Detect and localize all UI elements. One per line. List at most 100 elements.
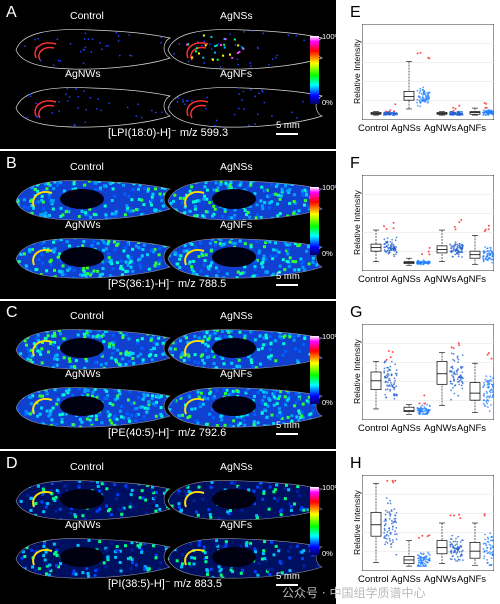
data-point: [389, 513, 392, 516]
signal-pixel: [45, 324, 48, 327]
signal-pixel: [180, 353, 184, 357]
data-point: [389, 241, 392, 243]
signal-pixel: [93, 573, 97, 577]
data-point: [459, 541, 462, 543]
signal-pixel: [296, 359, 299, 363]
signal-pixel: [136, 544, 140, 548]
signal-pixel: [280, 188, 284, 192]
data-point: [394, 514, 396, 517]
data-point: [457, 361, 459, 363]
signal-pixel: [178, 43, 181, 45]
signal-pixel: [108, 217, 112, 220]
signal-pixel: [206, 265, 210, 269]
signal-pixel: [262, 336, 266, 340]
data-point: [419, 262, 422, 265]
signal-pixel: [297, 334, 301, 337]
signal-pixel: [292, 200, 296, 203]
signal-pixel: [224, 540, 228, 544]
signal-pixel: [185, 193, 188, 197]
signal-pixel: [297, 330, 301, 334]
signal-pixel: [302, 549, 306, 553]
data-point: [394, 530, 396, 533]
data-point: [387, 502, 389, 505]
signal-pixel: [113, 387, 117, 389]
signal-pixel: [248, 210, 252, 214]
signal-pixel: [113, 388, 117, 392]
signal-pixel: [212, 395, 216, 399]
signal-pixel: [257, 580, 260, 583]
signal-pixel: [30, 361, 34, 364]
signal-pixel: [194, 87, 196, 89]
signal-pixel: [294, 368, 298, 370]
signal-pixel: [113, 240, 116, 244]
signal-pixel: [118, 392, 122, 396]
signal-pixel: [261, 207, 265, 211]
signal-pixel: [240, 508, 244, 512]
signal-pixel: [137, 187, 140, 191]
signal-pixel: [153, 404, 157, 407]
signal-pixel: [276, 372, 279, 374]
signal-pixel: [86, 333, 90, 337]
signal-pixel: [196, 519, 200, 521]
signal-pixel: [25, 215, 29, 219]
signal-pixel: [223, 208, 227, 212]
signal-pixel: [40, 59, 42, 62]
signal-pixel: [66, 209, 70, 213]
signal-pixel: [258, 92, 260, 95]
data-point: [383, 246, 386, 249]
signal-pixel: [302, 564, 306, 568]
signal-pixel: [265, 188, 269, 192]
signal-pixel: [196, 199, 200, 202]
signal-pixel: [229, 33, 231, 35]
signal-pixel: [299, 257, 303, 261]
signal-pixel: [71, 423, 75, 427]
signal-pixel: [264, 343, 268, 346]
signal-pixel: [83, 390, 87, 394]
signal-pixel: [211, 238, 214, 241]
data-point: [423, 557, 425, 560]
signal-pixel: [55, 564, 58, 568]
condition-label: AgNWs: [65, 519, 101, 531]
signal-pixel: [50, 248, 54, 252]
signal-pixel: [18, 387, 22, 388]
signal-pixel: [118, 508, 122, 512]
signal-pixel: [224, 392, 227, 396]
signal-pixel: [274, 367, 278, 370]
signal-pixel: [249, 245, 253, 249]
signal-pixel: [21, 214, 25, 218]
data-point: [453, 244, 456, 247]
signal-pixel: [26, 347, 30, 351]
signal-pixel: [130, 198, 134, 202]
signal-pixel: [201, 358, 205, 362]
signal-pixel: [243, 334, 247, 338]
signal-pixel: [28, 66, 31, 68]
signal-pixel: [23, 273, 27, 277]
signal-pixel: [293, 334, 297, 338]
signal-pixel: [105, 504, 109, 508]
signal-pixel: [238, 93, 240, 95]
signal-pixel: [234, 428, 237, 431]
condition-label: AgNSs: [220, 461, 253, 473]
data-point: [486, 250, 488, 253]
scalebar: [276, 584, 298, 586]
signal-pixel: [96, 393, 100, 397]
signal-pixel: [257, 348, 261, 352]
data-point: [450, 552, 453, 555]
plot-label: E: [350, 4, 361, 21]
signal-pixel: [269, 342, 273, 346]
data-point: [420, 407, 423, 410]
signal-pixel: [73, 238, 77, 240]
data-point: [384, 393, 387, 396]
data-point: [461, 251, 464, 254]
signal-pixel: [223, 37, 226, 40]
signal-pixel: [253, 282, 256, 283]
signal-pixel: [22, 198, 26, 202]
signal-pixel: [255, 213, 259, 217]
signal-pixel: [160, 42, 162, 44]
signal-pixel: [306, 362, 310, 366]
signal-pixel: [158, 247, 162, 251]
signal-pixel: [215, 275, 219, 279]
signal-pixel: [165, 370, 168, 373]
signal-pixel: [218, 242, 222, 246]
signal-pixel: [139, 236, 142, 239]
